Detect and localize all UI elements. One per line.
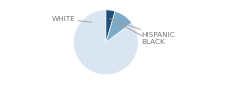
Wedge shape [73,10,138,75]
Wedge shape [106,10,115,42]
Text: WHITE: WHITE [51,16,91,22]
Wedge shape [106,11,132,42]
Legend: 85.2%, 10.2%, 4.5%: 85.2%, 10.2%, 4.5% [20,97,134,100]
Text: BLACK: BLACK [109,18,165,45]
Text: HISPANIC: HISPANIC [120,22,175,38]
